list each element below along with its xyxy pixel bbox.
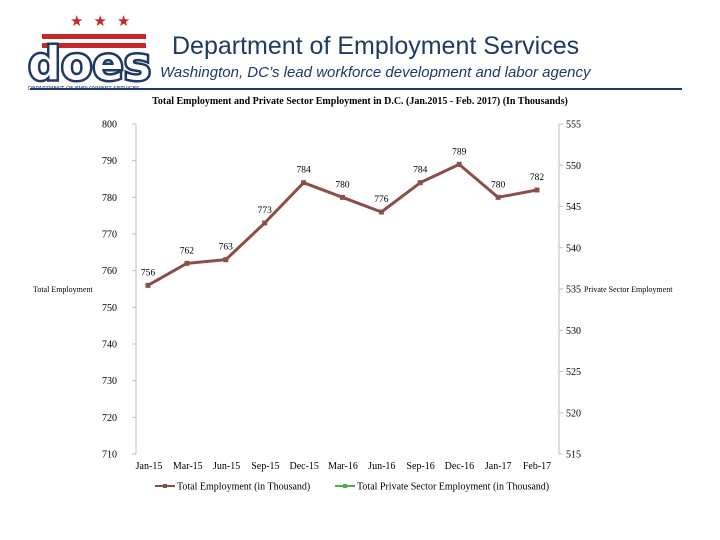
data-label: 773 xyxy=(258,206,273,216)
left-axis-label: Total Employment xyxy=(33,285,93,294)
x-tick-label: Jan-17 xyxy=(485,461,512,472)
x-tick-label: Dec-15 xyxy=(289,461,318,472)
data-point xyxy=(378,209,384,215)
right-tick-label: 555 xyxy=(566,120,581,131)
left-tick-label: 720 xyxy=(102,413,117,424)
right-tick-label: 535 xyxy=(566,285,581,296)
x-tick-label: Mar-15 xyxy=(173,461,203,472)
x-tick-label: Sep-15 xyxy=(251,461,279,472)
x-tick-label: Jan-15 xyxy=(136,461,163,472)
left-tick-label: 760 xyxy=(102,266,117,277)
data-label: 784 xyxy=(296,166,311,176)
logo-mark: does does DEPARTMENT OF EMPLOYMENT SERVI… xyxy=(26,34,153,93)
logo-stripe-top xyxy=(42,34,146,39)
data-label: 762 xyxy=(180,246,195,256)
data-point xyxy=(184,260,190,266)
right-tick-label: 540 xyxy=(566,243,581,254)
data-label: 782 xyxy=(530,173,545,183)
right-tick-label: 525 xyxy=(566,367,581,378)
series-layer: 756 762 763 773 784 780 776 784 789 780 782 xyxy=(141,147,545,288)
legend-label: Total Private Sector Employment (in Thou… xyxy=(357,482,549,493)
legend: Total Employment (in Thousand) Total Priv… xyxy=(155,482,549,493)
data-label: 756 xyxy=(141,268,156,278)
page-subtitle: Washington, DC’s lead workforce developm… xyxy=(160,64,591,81)
data-point xyxy=(301,180,307,186)
right-axis-ticks: 515 520 525 530 535 540 545 550 555 xyxy=(559,120,581,461)
logo-wordmark: does xyxy=(28,37,151,91)
data-point xyxy=(417,180,423,186)
left-tick-label: 750 xyxy=(102,303,117,314)
x-tick-label: Jun-15 xyxy=(213,461,240,472)
right-tick-label: 550 xyxy=(566,161,581,172)
header-divider xyxy=(30,88,682,90)
data-label: 784 xyxy=(413,166,428,176)
left-tick-label: 770 xyxy=(102,230,117,241)
chart-title: Total Employment and Private Sector Empl… xyxy=(152,96,568,107)
right-tick-label: 515 xyxy=(566,450,581,461)
left-tick-label: 780 xyxy=(102,193,117,204)
left-tick-label: 710 xyxy=(102,450,117,461)
does-logo: ★★★ does does DEPARTMENT OF EMPLOYMENT S… xyxy=(24,10,154,94)
right-tick-label: 530 xyxy=(566,326,581,337)
legend-label: Total Employment (in Thousand) xyxy=(177,482,310,493)
data-label: 776 xyxy=(374,195,389,205)
data-label: 780 xyxy=(335,180,350,190)
x-tick-label: Jun-16 xyxy=(368,461,395,472)
x-tick-label: Sep-16 xyxy=(406,461,434,472)
data-point xyxy=(340,194,345,200)
data-label: 780 xyxy=(491,180,506,190)
data-point xyxy=(262,220,268,226)
left-tick-label: 730 xyxy=(102,376,117,387)
data-point xyxy=(456,161,462,167)
right-axis-label: Private Sector Employment xyxy=(584,285,673,294)
legend-swatch-marker xyxy=(343,484,347,488)
right-tick-label: 520 xyxy=(566,408,581,419)
left-tick-label: 790 xyxy=(102,156,117,167)
x-tick-label: Mar-16 xyxy=(328,461,358,472)
data-label: 763 xyxy=(219,243,234,253)
right-tick-label: 545 xyxy=(566,202,581,213)
data-point xyxy=(223,257,229,263)
left-tick-label: 740 xyxy=(102,340,117,351)
data-point xyxy=(145,282,151,288)
data-point xyxy=(534,187,540,193)
logo-wordmark-outline: does xyxy=(28,37,151,91)
x-tick-label: Dec-16 xyxy=(445,461,474,472)
x-axis-ticks: Jan-15 Mar-15 Jun-15 Sep-15 Dec-15 Mar-16 Jun-… xyxy=(136,461,552,472)
legend-swatch-marker xyxy=(163,484,167,488)
data-point xyxy=(495,194,501,200)
x-tick-label: Feb-17 xyxy=(523,461,551,472)
logo-stripe-middle xyxy=(42,43,146,48)
left-tick-label: 800 xyxy=(102,120,117,131)
logo-stars: ★★★ xyxy=(70,12,141,30)
data-label: 789 xyxy=(452,147,467,157)
page-title: Department of Employment Services xyxy=(172,32,580,60)
left-axis-ticks: 710 720 730 740 750 760 770 780 790 800 xyxy=(102,120,136,461)
